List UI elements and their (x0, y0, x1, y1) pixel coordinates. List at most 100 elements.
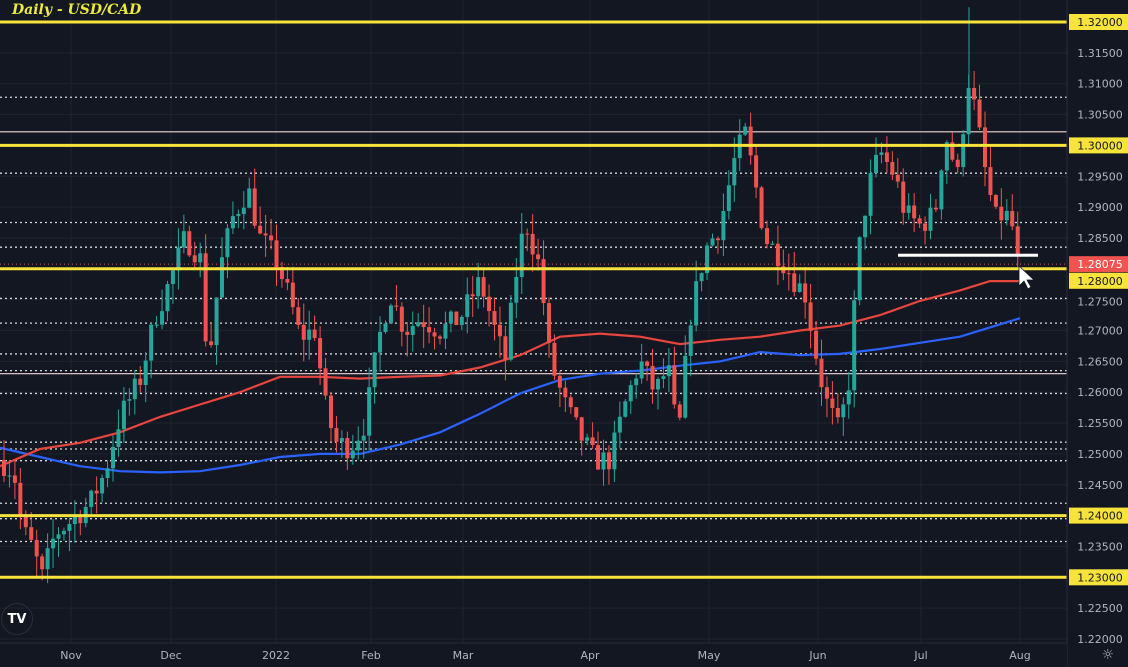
candle-body (792, 273, 797, 292)
candle-body (29, 527, 34, 540)
candle-body (841, 404, 846, 418)
candle-body (585, 437, 590, 441)
time-tick-label: Mar (453, 649, 474, 662)
candle-body (421, 322, 426, 328)
price-tick-label: 1.27000 (1077, 325, 1123, 338)
candle-body (879, 152, 884, 155)
candle-body (378, 331, 383, 353)
candle-body (759, 187, 764, 229)
price-axis[interactable] (1067, 0, 1128, 667)
candle-body (972, 87, 977, 100)
price-tick-label: 1.24000 (1077, 510, 1123, 523)
candle-body (34, 539, 39, 557)
time-tick-label: Apr (580, 649, 600, 662)
candle-body (705, 245, 710, 274)
settings-gear-icon[interactable]: ☼ (1101, 647, 1114, 663)
price-tick-label: 1.31000 (1077, 78, 1123, 91)
candle-body (318, 338, 323, 369)
candle-body (606, 452, 611, 470)
tradingview-logo-icon[interactable]: TV (1, 603, 33, 635)
price-tick-label: 1.25000 (1077, 448, 1123, 461)
candle-body (454, 311, 459, 325)
candle-body (503, 336, 508, 360)
candle-body (220, 257, 224, 298)
candle-body (143, 360, 148, 385)
candle-body (814, 330, 819, 359)
candle-body (797, 283, 802, 292)
candle-body (132, 378, 137, 400)
candle-body (203, 253, 208, 342)
candle-body (541, 259, 546, 304)
candle-body (465, 294, 470, 317)
price-tick-label: 1.31500 (1077, 47, 1123, 60)
price-tick-label: 1.26000 (1077, 386, 1123, 399)
candle-body (895, 174, 900, 182)
candle-body (863, 215, 868, 238)
time-axis[interactable] (0, 643, 1067, 667)
candle-body (966, 87, 971, 135)
candle-body (808, 302, 813, 331)
price-tick-label: 1.22000 (1077, 633, 1123, 646)
candle-body (127, 399, 132, 401)
candle-body (928, 207, 933, 231)
support-annotation-line[interactable] (898, 253, 1038, 257)
price-tick-label: 1.28500 (1077, 232, 1123, 245)
candle-body (623, 401, 628, 417)
candle-body (672, 365, 677, 405)
candle-body (51, 538, 56, 549)
current-price-label: 1.28075 (1077, 258, 1123, 271)
candle-body (574, 407, 579, 418)
candle-body (334, 428, 339, 442)
candle-body (765, 228, 769, 245)
candle-body (427, 327, 432, 333)
candle-body (835, 408, 840, 418)
chart-title: Daily - USD/CAD (12, 2, 142, 18)
candle-body (617, 416, 622, 433)
candle-body (699, 273, 704, 282)
mouse-cursor-icon (1018, 265, 1036, 290)
price-tick-label: 1.29000 (1077, 201, 1123, 214)
candle-body (677, 404, 682, 418)
candle-body (448, 311, 453, 324)
candle-body (399, 306, 404, 332)
candle-body (388, 305, 393, 324)
candle-body (568, 397, 573, 408)
candle-body (7, 475, 12, 477)
candle-body (350, 450, 355, 459)
candle-body (906, 205, 911, 213)
candle-body (89, 490, 94, 507)
candle-body (868, 173, 873, 216)
candle-body (525, 233, 530, 235)
price-tick-label: 1.32000 (1077, 16, 1123, 29)
candle-body (939, 170, 944, 210)
candle-body (72, 515, 77, 525)
candlesticks[interactable] (2, 7, 1020, 584)
candle-body (78, 515, 83, 524)
candle-body (487, 296, 492, 312)
candle-body (269, 235, 274, 241)
price-tick-label: 1.30500 (1077, 109, 1123, 122)
candle-body (715, 238, 720, 241)
price-tick-label: 1.24500 (1077, 479, 1123, 492)
candle-body (394, 305, 399, 307)
candle-body (361, 435, 366, 441)
candle-body (547, 303, 551, 343)
candle-body (645, 361, 650, 366)
candle-body (12, 475, 17, 483)
candle-body (1004, 210, 1009, 221)
candle-body (917, 218, 922, 224)
candle-body (912, 205, 917, 219)
level-price-badge (1069, 272, 1128, 289)
candle-body (492, 311, 497, 325)
candle-body (170, 270, 175, 285)
price-tick-label: 1.23000 (1077, 571, 1123, 584)
candle-body (536, 254, 541, 260)
candle-body (339, 438, 344, 442)
candle-body (732, 158, 737, 186)
candle-body (214, 297, 219, 346)
candle-body (1015, 226, 1020, 255)
candle-body (955, 159, 960, 168)
candle-body (241, 207, 246, 215)
candle-body (67, 524, 72, 531)
